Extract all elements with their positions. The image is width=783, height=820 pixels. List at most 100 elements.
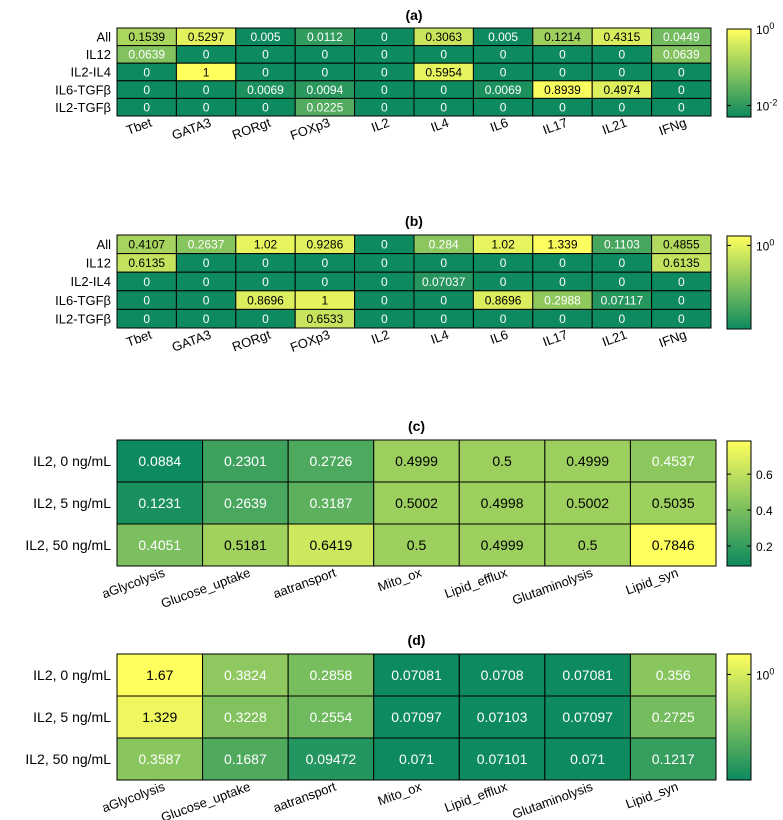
column-label: FOXp3 xyxy=(288,327,332,355)
heatmap-cell xyxy=(116,439,204,483)
heatmap-cell xyxy=(544,653,631,697)
column-label: Lipid_syn xyxy=(623,565,680,598)
cell-value-label: 0 xyxy=(500,275,507,289)
cell-value-label: 0 xyxy=(440,312,447,326)
column-label: aGlycolysis xyxy=(100,565,167,602)
heatmap-cell xyxy=(651,308,712,329)
cell-value-label: 0 xyxy=(143,83,150,97)
cell-value-label: 0 xyxy=(143,65,150,79)
cell-value-label: 0.1687 xyxy=(224,751,267,767)
cell-value-label: 0.6419 xyxy=(310,537,353,553)
cell-value-label: 0.1103 xyxy=(604,238,640,252)
cell-value-label: 0.5297 xyxy=(188,30,225,44)
column-label: GATA3 xyxy=(170,115,213,143)
heatmap-panel-2: (c) 0.0884 0.2301 0.2726 0.4999 0.5 0.4999 0.45… xyxy=(25,418,773,611)
column-label: Mito_ox xyxy=(376,779,424,809)
cell-value-label: 0 xyxy=(619,312,626,326)
colorbar-tick-label: 100 xyxy=(756,237,774,253)
column-label: GATA3 xyxy=(170,327,213,355)
cell-value-label: 0.4974 xyxy=(604,83,641,97)
heatmap-cell xyxy=(202,695,289,739)
cell-value-label: 0.4107 xyxy=(128,238,165,252)
cell-value-label: 0.8696 xyxy=(485,293,522,307)
cell-value-label: 0.8696 xyxy=(247,293,284,307)
cell-value-label: 0 xyxy=(381,293,388,307)
cell-value-label: 0.0094 xyxy=(307,83,344,97)
cell-value-label: 0.2988 xyxy=(544,293,581,307)
cell-value-label: 0.071 xyxy=(399,751,434,767)
cell-value-label: 0 xyxy=(440,101,447,115)
heatmap-cell xyxy=(458,695,546,739)
colorbar-tick-label: 0.4 xyxy=(756,504,773,518)
heatmap-cell xyxy=(116,737,204,781)
cell-value-label: 0.4998 xyxy=(481,495,524,511)
cell-value-label: 0 xyxy=(678,83,685,97)
column-label: aatransport xyxy=(271,779,338,816)
row-label: IL2-IL4 xyxy=(71,274,111,289)
cell-value-label: 1.02 xyxy=(254,238,278,252)
cell-value-label: 0.7846 xyxy=(652,537,695,553)
column-label: RORgt xyxy=(230,115,273,143)
row-label: IL2, 50 ng/mL xyxy=(25,751,111,767)
cell-value-label: 0 xyxy=(559,65,566,79)
cell-value-label: 0.1217 xyxy=(652,751,695,767)
cell-value-label: 0.1214 xyxy=(544,30,581,44)
row-label: IL2-TGFβ xyxy=(55,100,111,115)
cell-value-label: 1.67 xyxy=(146,667,173,683)
heatmap-cell xyxy=(629,737,717,781)
cell-value-label: 0.07101 xyxy=(477,751,528,767)
cell-value-label: 0 xyxy=(203,48,210,62)
cell-value-label: 0.07081 xyxy=(391,667,442,683)
cell-value-label: 1.329 xyxy=(142,709,177,725)
cell-value-label: 0 xyxy=(381,65,388,79)
cell-value-label: 0.5 xyxy=(492,453,512,469)
cell-value-label: 0 xyxy=(203,83,210,97)
cell-value-label: 0.3824 xyxy=(224,667,267,683)
row-label: IL2, 50 ng/mL xyxy=(25,537,111,553)
colorbar xyxy=(726,28,752,118)
row-label: IL12 xyxy=(86,256,111,271)
heatmap-cell xyxy=(202,481,289,525)
heatmap-cell xyxy=(202,439,289,483)
cell-value-label: 0 xyxy=(381,30,388,44)
cell-value-label: 0 xyxy=(322,256,329,270)
cell-value-label: 0.07117 xyxy=(601,293,644,307)
cell-value-label: 0 xyxy=(619,256,626,270)
heatmap-cell xyxy=(458,653,546,697)
column-label: Glutaminolysis xyxy=(510,779,595,820)
heatmap-cell xyxy=(116,523,204,567)
cell-value-label: 0 xyxy=(440,48,447,62)
column-label: FOXp3 xyxy=(288,115,332,143)
heatmap-cell xyxy=(202,523,289,567)
heatmap-cell xyxy=(373,737,460,781)
cell-value-label: 0.0225 xyxy=(307,101,344,115)
cell-value-label: 0.005 xyxy=(488,30,518,44)
cell-value-label: 0.0112 xyxy=(307,30,343,44)
row-label: IL2, 0 ng/mL xyxy=(33,453,111,469)
row-label: IL2, 5 ng/mL xyxy=(33,495,111,511)
cell-value-label: 0 xyxy=(559,101,566,115)
cell-value-label: 0.0639 xyxy=(663,48,700,62)
cell-value-label: 0.07097 xyxy=(391,709,442,725)
column-label: IFNg xyxy=(657,327,689,351)
column-label: IL6 xyxy=(488,327,510,347)
row-label: IL2, 5 ng/mL xyxy=(33,709,111,725)
cell-value-label: 0.07097 xyxy=(562,709,613,725)
cell-value-label: 0 xyxy=(678,275,685,289)
cell-value-label: 0.4051 xyxy=(138,537,181,553)
heatmap-cell xyxy=(458,523,546,567)
cell-value-label: 0.07037 xyxy=(422,275,466,289)
cell-value-label: 0.356 xyxy=(656,667,691,683)
column-label: Tbet xyxy=(124,327,154,350)
column-label: Lipid_efflux xyxy=(442,565,509,602)
column-label: aatransport xyxy=(271,565,338,602)
cell-value-label: 0 xyxy=(203,275,210,289)
cell-value-label: 1 xyxy=(203,65,210,79)
colorbar-tick-label: 100 xyxy=(756,666,774,682)
column-label: Glutaminolysis xyxy=(510,565,595,608)
cell-value-label: 0 xyxy=(262,48,269,62)
cell-value-label: 0.3187 xyxy=(310,495,353,511)
colorbar-tick-label: 0.6 xyxy=(756,468,773,482)
heatmap-panel-0: (a) 0.1539 0.5297 0.005 0.0112 0 0.3063 0.005 0.… xyxy=(55,7,777,143)
heatmap-cell xyxy=(458,481,546,525)
